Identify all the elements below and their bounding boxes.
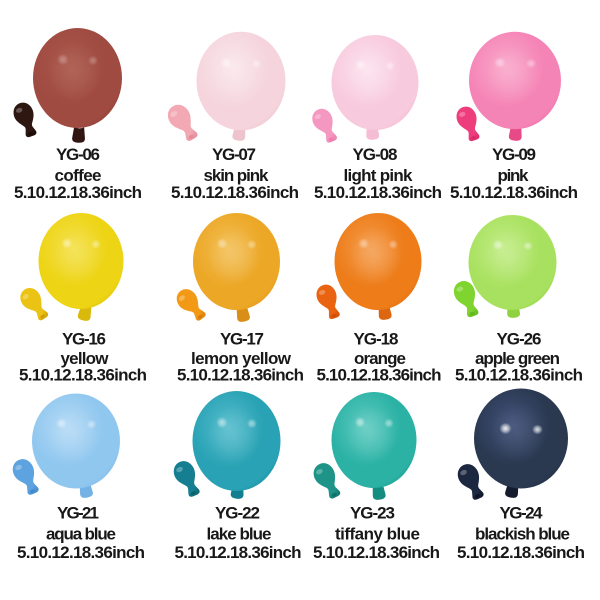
svg-text:YG-09: YG-09 [492, 145, 536, 164]
svg-text:coffee: coffee [55, 166, 102, 185]
svg-text:5.10.12.18.36inch: 5.10.12.18.36inch [19, 366, 147, 385]
svg-text:blackish blue: blackish blue [475, 525, 570, 544]
svg-text:5.10.12.18.36inch: 5.10.12.18.36inch [450, 183, 578, 202]
svg-text:orange: orange [354, 349, 406, 368]
svg-text:5.10.12.18.36inch: 5.10.12.18.36inch [317, 366, 442, 385]
svg-text:YG-26: YG-26 [497, 330, 542, 349]
svg-text:5.10.12.18.36inch: 5.10.12.18.36inch [175, 543, 302, 562]
svg-text:5.10.12.18.36inch: 5.10.12.18.36inch [314, 183, 442, 202]
svg-text:5.10.12.18.36inch: 5.10.12.18.36inch [313, 543, 440, 562]
svg-text:YG-17: YG-17 [220, 330, 264, 349]
svg-text:5.10.12.18.36inch: 5.10.12.18.36inch [17, 543, 145, 562]
svg-text:tiffany blue: tiffany blue [335, 525, 420, 544]
svg-text:YG-16: YG-16 [62, 330, 106, 349]
svg-text:YG-08: YG-08 [353, 145, 398, 164]
svg-text:YG-06: YG-06 [56, 145, 100, 164]
svg-text:apple green: apple green [475, 349, 560, 368]
svg-text:lake blue: lake blue [207, 525, 272, 544]
svg-text:yellow: yellow [61, 349, 110, 368]
svg-text:5.10.12.18.36inch: 5.10.12.18.36inch [457, 543, 585, 562]
svg-text:light pink: light pink [344, 166, 414, 185]
svg-text:5.10.12.18.36inch: 5.10.12.18.36inch [177, 366, 304, 385]
svg-text:YG-24: YG-24 [500, 504, 544, 523]
svg-text:YG-23: YG-23 [350, 504, 395, 523]
svg-text:5.10.12.18.36inch: 5.10.12.18.36inch [14, 183, 142, 202]
svg-text:skin pink: skin pink [204, 166, 270, 185]
svg-text:5.10.12.18.36inch: 5.10.12.18.36inch [171, 183, 299, 202]
svg-text:aqua blue: aqua blue [46, 525, 116, 544]
svg-text:5.10.12.18.36inch: 5.10.12.18.36inch [455, 366, 583, 385]
svg-text:YG-21: YG-21 [57, 504, 99, 523]
svg-text:pink: pink [498, 166, 530, 185]
svg-text:YG-07: YG-07 [212, 145, 256, 164]
svg-text:YG-18: YG-18 [354, 330, 399, 349]
svg-text:lemon yellow: lemon yellow [191, 349, 292, 368]
svg-text:YG-22: YG-22 [215, 504, 260, 523]
